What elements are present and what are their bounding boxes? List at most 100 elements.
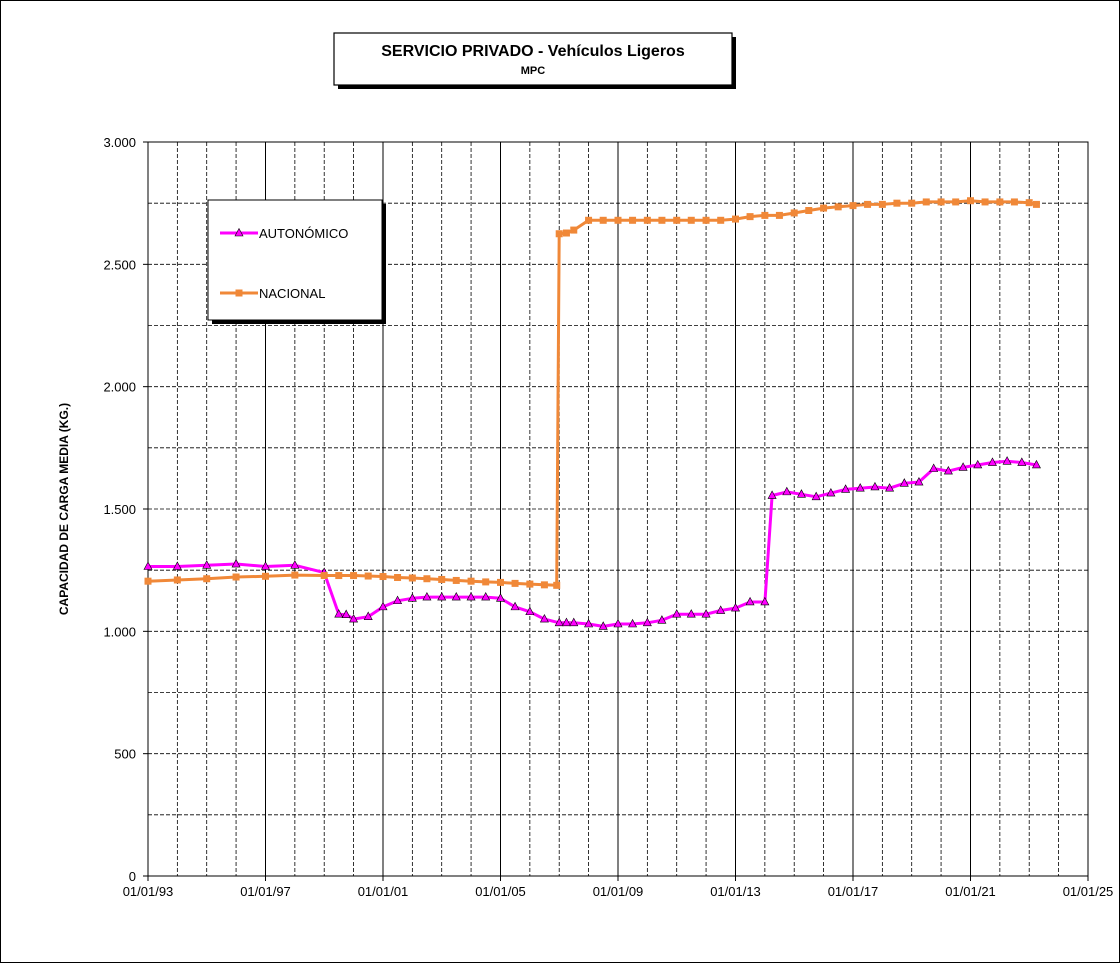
data-point <box>497 578 504 586</box>
data-point <box>958 462 968 471</box>
y-tick-label: 3.000 <box>103 135 136 150</box>
data-point <box>262 572 269 580</box>
data-point <box>967 197 974 205</box>
data-point <box>202 560 212 569</box>
data-point <box>394 574 402 582</box>
data-point <box>231 558 241 568</box>
data-point <box>408 574 416 582</box>
y-axis-title: CAPACIDAD DE CARGA MEDIA (KG.) <box>57 403 71 615</box>
data-point <box>451 591 461 601</box>
data-point <box>561 617 571 627</box>
data-point <box>805 207 813 215</box>
data-point <box>893 199 901 207</box>
legend-label: NACIONAL <box>259 286 325 301</box>
data-point <box>467 577 475 585</box>
data-point <box>613 618 623 628</box>
data-point <box>870 481 880 491</box>
legend-marker <box>235 289 243 297</box>
data-point <box>937 198 945 206</box>
y-axis-ticks: 0 500 1.000 1.500 2.000 2.500 3.000 <box>103 135 148 884</box>
data-point <box>672 609 682 618</box>
data-point <box>437 591 447 601</box>
data-point <box>349 613 359 623</box>
data-point <box>849 202 857 210</box>
legend: AUTONÓMICO NACIONAL <box>207 199 386 324</box>
data-point <box>526 580 534 588</box>
data-point <box>570 226 578 234</box>
data-point <box>745 596 755 606</box>
data-point <box>826 487 836 497</box>
data-point <box>584 618 594 628</box>
series-2 <box>144 197 1040 589</box>
data-point <box>143 561 153 570</box>
data-point <box>350 572 358 580</box>
data-point <box>614 216 622 224</box>
data-point <box>553 581 561 589</box>
data-point <box>423 575 431 583</box>
data-point <box>952 198 960 206</box>
data-point <box>987 457 997 466</box>
data-point <box>378 601 388 611</box>
data-point <box>291 571 299 579</box>
data-point <box>658 216 666 224</box>
data-point <box>1025 199 1033 207</box>
data-point <box>598 621 608 630</box>
data-point <box>466 591 476 601</box>
data-point <box>173 576 181 584</box>
x-tick-label: 01/01/01 <box>358 884 409 899</box>
data-point <box>996 198 1004 206</box>
data-point <box>687 216 695 224</box>
x-tick-label: 01/01/09 <box>593 884 644 899</box>
y-tick-label: 2.000 <box>103 380 136 395</box>
x-tick-label: 01/01/17 <box>828 884 879 899</box>
series-1 <box>143 456 1041 630</box>
data-point <box>629 216 637 224</box>
data-point <box>555 230 563 238</box>
data-point <box>731 602 740 612</box>
data-point <box>496 593 505 602</box>
x-tick-label: 01/01/93 <box>123 884 174 899</box>
data-point <box>834 203 842 211</box>
data-point <box>335 572 343 580</box>
data-point <box>203 575 211 583</box>
data-point <box>673 216 681 224</box>
data-point <box>642 617 652 627</box>
y-tick-label: 0 <box>129 869 136 884</box>
data-point <box>1017 457 1027 466</box>
data-point <box>657 615 667 624</box>
chart-title-box: SERVICIO PRIVADO - Vehículos Ligeros MPC <box>333 32 736 89</box>
data-point <box>1010 198 1018 206</box>
data-point <box>364 572 372 580</box>
series-layer <box>143 197 1041 630</box>
data-point <box>686 609 696 618</box>
data-point <box>379 573 387 581</box>
data-point <box>973 459 983 469</box>
y-tick-label: 1.500 <box>103 502 136 517</box>
data-point <box>599 216 607 224</box>
x-tick-label: 01/01/21 <box>945 884 996 899</box>
data-point <box>540 581 548 589</box>
x-axis-ticks: 01/01/93 01/01/97 01/01/01 01/01/05 01/01/09… <box>123 876 1113 899</box>
data-point <box>922 198 930 206</box>
data-point <box>452 576 460 584</box>
data-point <box>144 577 152 585</box>
data-point <box>914 476 924 486</box>
chart-title: SERVICIO PRIVADO - Vehículos Ligeros <box>381 43 685 60</box>
data-point <box>981 198 989 206</box>
data-point <box>760 596 770 606</box>
data-point <box>341 609 351 618</box>
data-point <box>393 595 403 605</box>
data-point <box>562 229 570 237</box>
data-point <box>585 216 593 224</box>
data-point <box>878 200 886 208</box>
data-point <box>172 561 182 570</box>
data-point <box>334 609 344 618</box>
x-tick-label: 01/01/97 <box>240 884 291 899</box>
data-point <box>438 575 446 583</box>
data-point <box>539 613 549 623</box>
chart-subtitle: MPC <box>521 65 546 77</box>
data-point <box>908 199 916 207</box>
data-point <box>943 465 953 475</box>
data-point <box>1031 459 1041 469</box>
data-point <box>701 609 711 618</box>
